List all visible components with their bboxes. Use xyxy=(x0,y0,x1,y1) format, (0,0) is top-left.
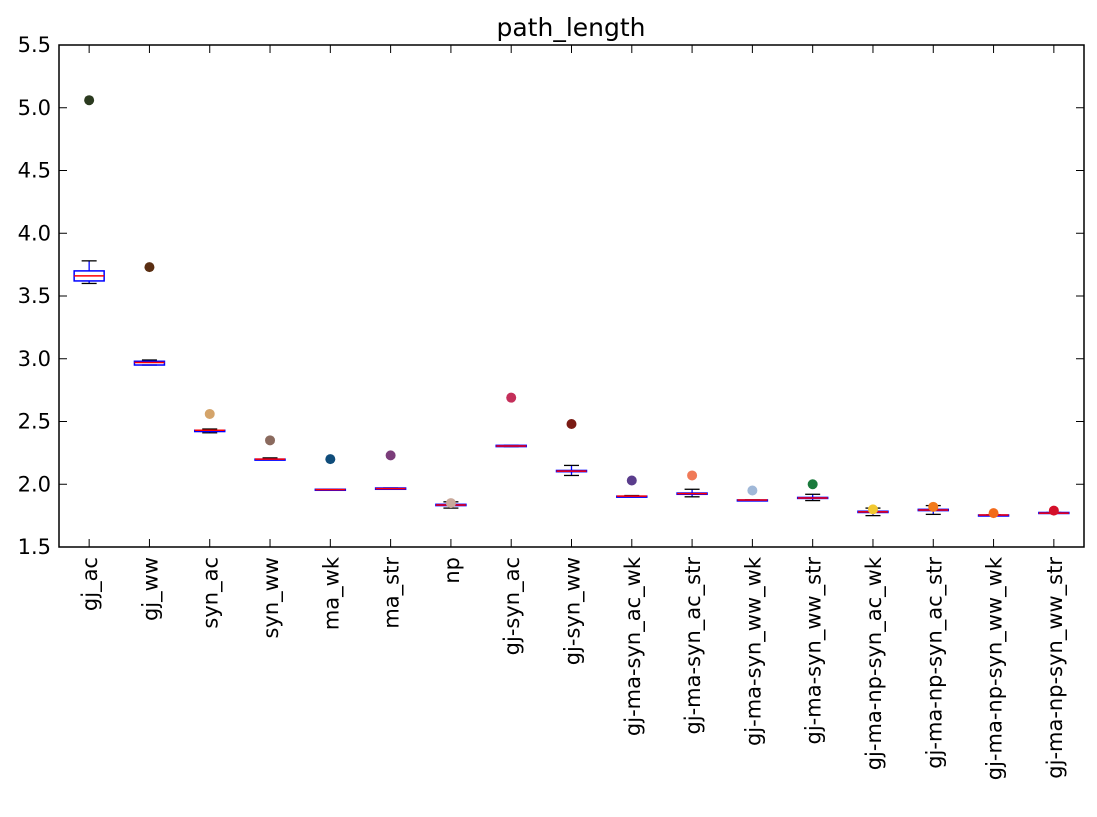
y-tick-label: 4.0 xyxy=(18,221,51,245)
y-tick-label: 3.0 xyxy=(18,347,51,371)
box-syn_ac xyxy=(193,428,226,434)
box-gj-syn_ww xyxy=(555,464,588,477)
point-gj-ma-syn_ac_str xyxy=(687,470,698,481)
box-gj-ma-syn_ac_wk xyxy=(616,494,648,498)
point-gj-ma-syn_ac_wk xyxy=(626,475,637,486)
point-syn_ac xyxy=(204,408,215,419)
x-tick-label: gj-ma-syn_ac_wk xyxy=(621,556,646,736)
y-tick-label: 4.5 xyxy=(18,159,51,183)
y-tick-label: 2.5 xyxy=(18,410,51,434)
box-gj_ac xyxy=(73,260,105,285)
point-gj-syn_ac xyxy=(506,392,517,403)
y-tick-label: 5.5 xyxy=(18,33,51,57)
y-tick-label: 1.5 xyxy=(18,535,51,559)
point-gj-ma-np-syn_ww_str xyxy=(1048,505,1059,516)
y-tick-label: 5.0 xyxy=(18,96,51,120)
point-gj-ma-syn_ww_wk xyxy=(747,485,758,496)
point-syn_ww xyxy=(265,435,276,446)
x-tick-label: gj-ma-syn_ac_str xyxy=(681,557,706,735)
box-series xyxy=(73,260,1070,517)
point-gj-ma-np-syn_ac_str xyxy=(928,501,939,512)
x-tick-label: gj-ma-np-syn_ac_wk xyxy=(862,556,887,770)
x-tick-label: gj-ma-np-syn_ac_str xyxy=(922,557,947,769)
point-gj-syn_ww xyxy=(566,419,577,430)
point-gj-ma-syn_ww_str xyxy=(807,479,818,490)
x-tick-label: gj-ma-np-syn_ww_str xyxy=(1043,557,1068,779)
point-gj-ma-np-syn_ac_wk xyxy=(867,504,878,515)
x-tick-label: gj-ma-syn_ww_wk xyxy=(741,556,766,746)
x-tick-label: np xyxy=(440,557,464,584)
y-tick-label: 2.0 xyxy=(18,472,51,496)
point-gj_ac xyxy=(84,95,95,106)
x-tick-label: gj-ma-syn_ww_str xyxy=(802,557,827,745)
box-gj_ww xyxy=(133,359,166,366)
point-ma_str xyxy=(385,450,396,461)
point-np xyxy=(445,498,456,509)
box-syn_ww xyxy=(254,457,286,461)
x-tick-label: gj_ww xyxy=(138,557,163,621)
x-tick-label: gj_ac xyxy=(78,557,103,611)
point-gj_ww xyxy=(144,262,155,273)
box-ma_str xyxy=(374,487,407,491)
x-tick-label: syn_ac xyxy=(199,557,224,629)
x-tick-label: gj-syn_ac xyxy=(500,557,525,655)
point-ma_wk xyxy=(325,454,336,465)
x-tick-label: gj-syn_ww xyxy=(561,557,586,665)
x-tick-label: ma_str xyxy=(380,557,405,629)
point-series xyxy=(84,95,1059,519)
box-gj-ma-syn_ac_str xyxy=(676,488,708,498)
y-tick-label: 3.5 xyxy=(18,284,51,308)
box-gj-ma-syn_ww_str xyxy=(796,493,829,502)
box-gj-syn_ac xyxy=(495,444,527,448)
chart-title: path_length xyxy=(496,13,645,42)
y-axis: 1.5 2.0 2.5 3.0 3.5 4.0 4.5 5.0 5.5 xyxy=(18,33,1084,559)
box-ma_wk xyxy=(314,488,347,492)
x-tick-label: syn_ww xyxy=(259,557,284,639)
point-gj-ma-np-syn_ww_wk xyxy=(988,508,999,519)
box-gj-ma-syn_ww_wk xyxy=(736,499,769,502)
x-tick-label: gj-ma-np-syn_ww_wk xyxy=(983,556,1008,780)
x-tick-label: ma_wk xyxy=(319,556,344,630)
plot-frame xyxy=(58,44,1085,548)
x-axis: gj_ac gj_ww syn_ac syn_ww ma_wk ma_str np gj-sy… xyxy=(78,45,1068,780)
